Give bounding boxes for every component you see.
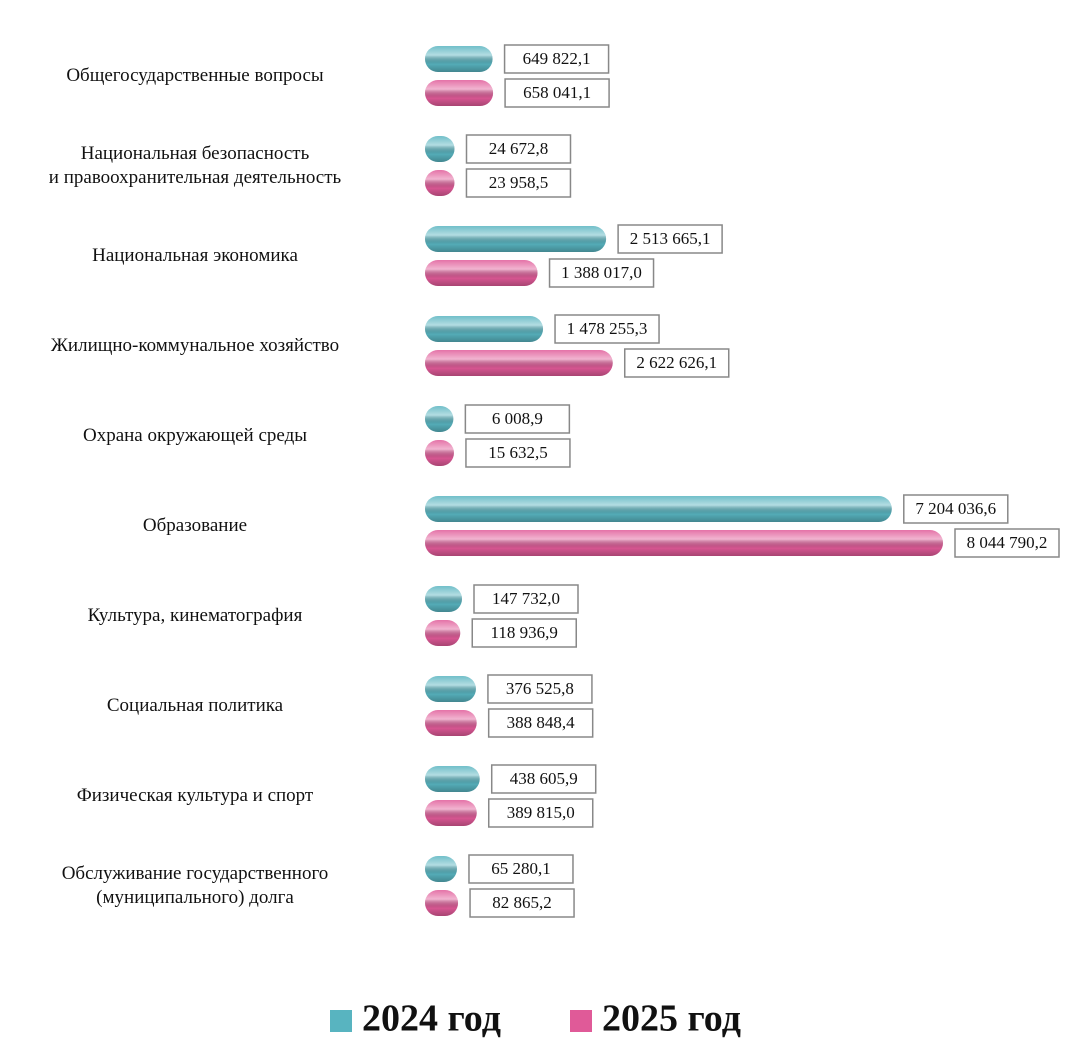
bar-shine (425, 226, 607, 252)
value-label: 65 280,1 (491, 859, 551, 878)
legend-label: 2025 год (602, 998, 741, 1040)
value-label-box (548, 258, 655, 288)
bar-shine (425, 586, 462, 612)
value-label-box (465, 168, 572, 198)
bar-shine (425, 496, 892, 522)
value-label-box (487, 798, 594, 828)
value-label: 15 632,5 (488, 443, 548, 462)
value-label-box (504, 78, 610, 108)
bar-shine (425, 316, 544, 342)
category-label: Национальная экономика (92, 245, 298, 266)
value-label: 118 936,9 (491, 623, 558, 642)
value-label-box (473, 584, 579, 614)
value-label-box (464, 404, 571, 434)
value-label: 388 848,4 (507, 713, 576, 732)
bar-shine (425, 856, 457, 882)
legend-swatch (330, 1010, 352, 1032)
category-label: Культура, кинематография (87, 605, 303, 626)
value-label: 2 513 665,1 (630, 229, 711, 248)
bar-shine (425, 170, 455, 196)
category-label: Физическая культура и спорт (76, 785, 314, 806)
value-label: 1 478 255,3 (567, 319, 648, 338)
bar-shine (425, 406, 454, 432)
value-label: 7 204 036,6 (915, 499, 996, 518)
value-label-box (487, 674, 593, 704)
value-label: 23 958,5 (489, 173, 549, 192)
value-label: 8 044 790,2 (967, 533, 1048, 552)
value-label-box (469, 888, 575, 918)
value-label-box (465, 438, 571, 468)
value-label-box (490, 764, 597, 794)
category-label: Охрана окружающей среды (82, 425, 308, 446)
value-label-box (471, 618, 577, 648)
bar-shine (425, 530, 943, 556)
value-label-box (468, 854, 574, 884)
value-label: 658 041,1 (523, 83, 591, 102)
value-label: 649 822,1 (523, 49, 591, 68)
bar-shine (425, 46, 493, 72)
value-label-box (554, 314, 660, 344)
category-label: Жилищно-коммунальное хозяйство (50, 335, 340, 356)
value-label-box (465, 134, 572, 164)
legend-swatch (570, 1010, 592, 1032)
bar-shine (425, 260, 538, 286)
category-label: Образование (142, 515, 248, 536)
value-label: 438 605,9 (510, 769, 578, 788)
value-label-box (487, 708, 594, 738)
bar-shine (425, 710, 477, 736)
value-label-box (617, 224, 723, 254)
bar-shine (425, 766, 480, 792)
bar-shine (425, 620, 461, 646)
value-label: 82 865,2 (492, 893, 552, 912)
bar-shine (425, 80, 494, 106)
value-label-box (503, 44, 610, 74)
value-label: 2 622 626,1 (636, 353, 717, 372)
value-label: 24 672,8 (489, 139, 549, 158)
bar-shine (425, 676, 476, 702)
legend-label: 2024 год (362, 998, 501, 1040)
value-label: 389 815,0 (507, 803, 575, 822)
value-label: 376 525,8 (506, 679, 574, 698)
value-label-box (623, 348, 730, 378)
category-label: Социальная политика (106, 695, 284, 716)
value-label-box (903, 494, 1009, 524)
category-label: Национальная безопасность и правоохранит… (48, 143, 342, 188)
value-label-box (954, 528, 1060, 558)
value-label: 1 388 017,0 (561, 263, 642, 282)
bar-shine (425, 800, 477, 826)
value-label: 6 008,9 (492, 409, 543, 428)
bar-shine (425, 136, 455, 162)
category-label: Обслуживание государственного (муниципал… (61, 863, 329, 908)
bar-shine (425, 350, 613, 376)
category-label: Общегосударственные вопросы (66, 65, 324, 86)
bar-shine (425, 440, 454, 466)
bar-shine (425, 890, 459, 916)
value-label: 147 732,0 (492, 589, 560, 608)
